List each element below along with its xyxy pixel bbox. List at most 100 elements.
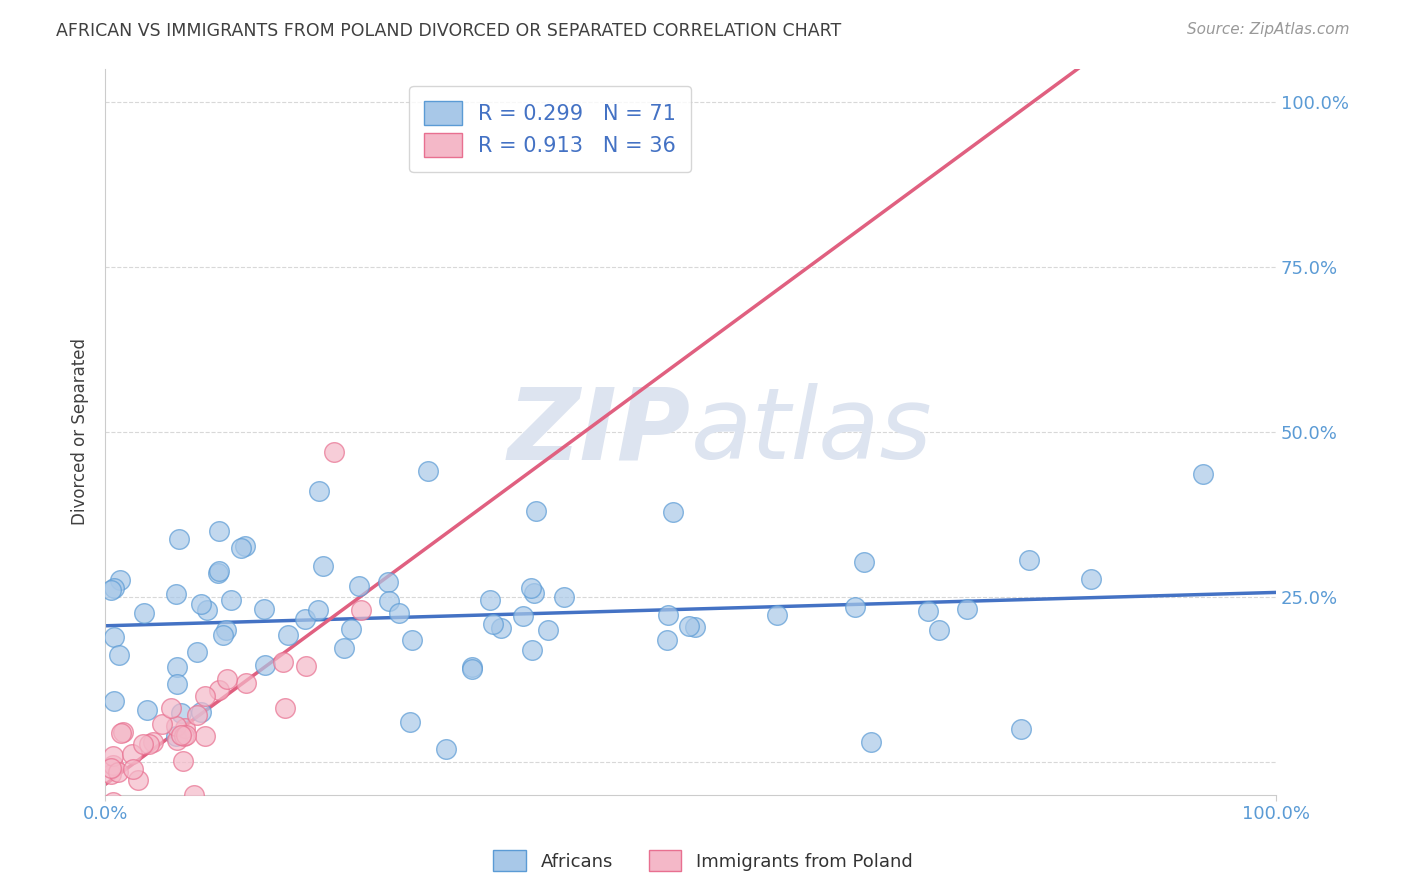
Point (136, 703, 159, 717)
Point (479, 593, 502, 607)
Point (173, 729, 195, 743)
Point (121, 762, 143, 776)
Point (107, 764, 129, 779)
Point (121, 747, 143, 761)
Point (333, 640, 356, 655)
Point (481, 616, 503, 631)
Point (277, 627, 299, 641)
Point (170, 706, 193, 720)
Point (100, 766, 122, 780)
Point (1080, 572, 1102, 586)
Point (271, 655, 294, 669)
Point (852, 555, 875, 569)
Point (253, 601, 276, 615)
Y-axis label: Divorced or Separated: Divorced or Separated (72, 338, 89, 525)
Point (103, 758, 125, 772)
Point (208, 524, 231, 538)
Point (208, 564, 231, 578)
Point (860, 735, 883, 749)
Point (388, 606, 411, 620)
Text: Source: ZipAtlas.com: Source: ZipAtlas.com (1187, 22, 1350, 37)
Point (1010, 722, 1032, 736)
Point (219, 592, 242, 607)
Point (350, 602, 373, 616)
Point (165, 729, 187, 743)
Point (132, 737, 155, 751)
Point (347, 579, 370, 593)
Point (378, 594, 401, 608)
Point (522, 586, 544, 600)
Point (186, 708, 208, 723)
Point (195, 603, 218, 617)
Point (294, 659, 316, 673)
Point (166, 676, 188, 690)
Point (183, 788, 205, 802)
Point (142, 734, 165, 748)
Point (103, 581, 125, 595)
Point (103, 694, 125, 708)
Point (207, 566, 229, 581)
Point (254, 658, 277, 673)
Point (956, 602, 979, 616)
Point (112, 724, 135, 739)
Point (110, 573, 132, 587)
Point (132, 606, 155, 620)
Point (160, 700, 183, 714)
Point (460, 659, 482, 673)
Point (166, 719, 188, 733)
Point (461, 662, 484, 676)
Point (166, 660, 188, 674)
Point (110, 726, 132, 740)
Text: atlas: atlas (690, 384, 932, 480)
Point (657, 633, 679, 648)
Point (1191, 467, 1213, 481)
Point (235, 676, 257, 690)
Text: ZIP: ZIP (508, 384, 690, 480)
Point (152, 716, 174, 731)
Point (322, 444, 344, 458)
Point (172, 754, 194, 768)
Point (101, 795, 124, 809)
Point (208, 683, 231, 698)
Point (103, 630, 125, 644)
Point (103, 749, 125, 764)
Point (377, 574, 399, 589)
Text: AFRICAN VS IMMIGRANTS FROM POLAND DIVORCED OR SEPARATED CORRELATION CHART: AFRICAN VS IMMIGRANTS FROM POLAND DIVORC… (56, 22, 841, 40)
Point (186, 645, 208, 659)
Point (489, 621, 512, 635)
Point (194, 689, 217, 703)
Point (138, 738, 160, 752)
Point (657, 607, 679, 622)
Point (662, 504, 685, 518)
Legend: R = 0.299   N = 71, R = 0.913   N = 36: R = 0.299 N = 71, R = 0.913 N = 36 (409, 87, 690, 172)
Point (165, 587, 187, 601)
Point (169, 532, 191, 546)
Point (166, 733, 188, 747)
Point (169, 728, 191, 742)
Point (274, 701, 297, 715)
Point (553, 591, 575, 605)
Point (100, 761, 122, 775)
Point (537, 624, 560, 638)
Point (174, 728, 197, 742)
Point (678, 619, 700, 633)
Point (215, 673, 238, 687)
Point (307, 603, 329, 617)
Point (233, 539, 256, 553)
Point (524, 504, 547, 518)
Point (401, 633, 423, 648)
Point (190, 706, 212, 720)
Point (312, 558, 335, 573)
Point (398, 715, 420, 730)
Point (1018, 552, 1040, 566)
Point (190, 597, 212, 611)
Point (204, 808, 226, 822)
Legend: Africans, Immigrants from Poland: Africans, Immigrants from Poland (486, 843, 920, 879)
Point (194, 729, 217, 743)
Point (340, 622, 363, 636)
Point (416, 464, 439, 478)
Point (917, 604, 939, 618)
Point (127, 772, 149, 787)
Point (766, 608, 789, 623)
Point (520, 581, 543, 595)
